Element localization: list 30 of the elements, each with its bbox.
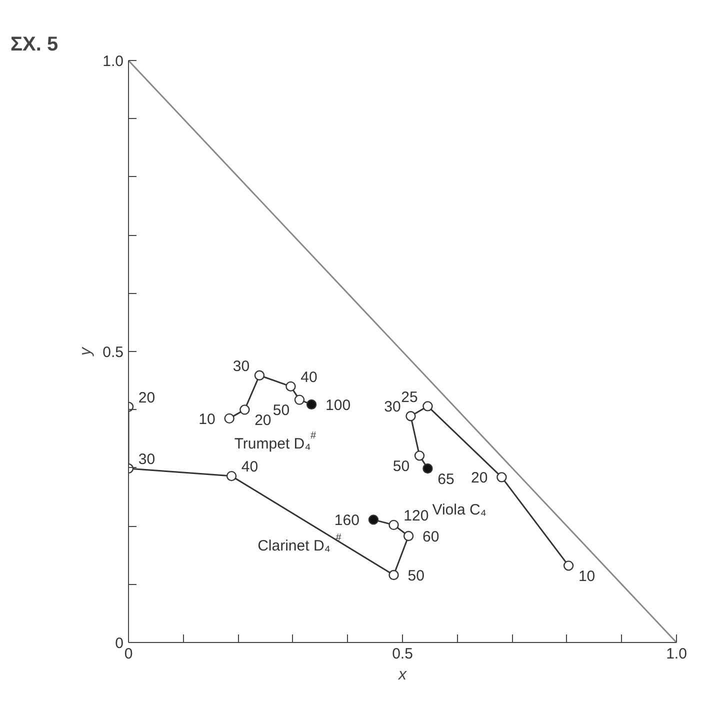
annotation: 65 bbox=[438, 470, 454, 488]
x-tick-label: 0.5 bbox=[392, 646, 413, 662]
x-axis-title: x bbox=[398, 666, 408, 684]
annotation: 20 bbox=[138, 389, 156, 406]
annotation: 10 bbox=[578, 568, 596, 586]
chart-title: ΣX. 5 bbox=[10, 34, 58, 56]
annotation: 120 bbox=[404, 508, 429, 525]
annotation: 40 bbox=[241, 458, 258, 476]
annotation: 50 bbox=[272, 402, 290, 420]
annotation: 100 bbox=[326, 396, 351, 414]
annotation: 40 bbox=[300, 369, 318, 386]
y-tick-label: 1.0 bbox=[102, 53, 124, 70]
annotation: 20 bbox=[471, 470, 488, 487]
y-axis-title: y bbox=[78, 346, 95, 356]
annotation: 30 bbox=[138, 451, 156, 468]
annotation: 30 bbox=[384, 398, 401, 416]
annotation: 25 bbox=[401, 388, 418, 406]
y-tick-label: 0 bbox=[115, 635, 124, 652]
annotation: 30 bbox=[232, 358, 250, 375]
annotation: 10 bbox=[198, 410, 216, 428]
annotation: 20 bbox=[254, 412, 272, 430]
annotation: 60 bbox=[422, 528, 440, 546]
series-label: Viola C₄ bbox=[432, 501, 486, 518]
series-label: Trumpet D₄# bbox=[234, 430, 317, 453]
annotation: 160 bbox=[334, 512, 360, 530]
y-tick-label: 0.5 bbox=[102, 344, 124, 361]
annotation: 50 bbox=[408, 567, 424, 584]
annotation: 50 bbox=[392, 458, 410, 476]
x-tick-label: 1.0 bbox=[666, 646, 687, 662]
series-label: Clarinet D₄# bbox=[258, 532, 342, 554]
